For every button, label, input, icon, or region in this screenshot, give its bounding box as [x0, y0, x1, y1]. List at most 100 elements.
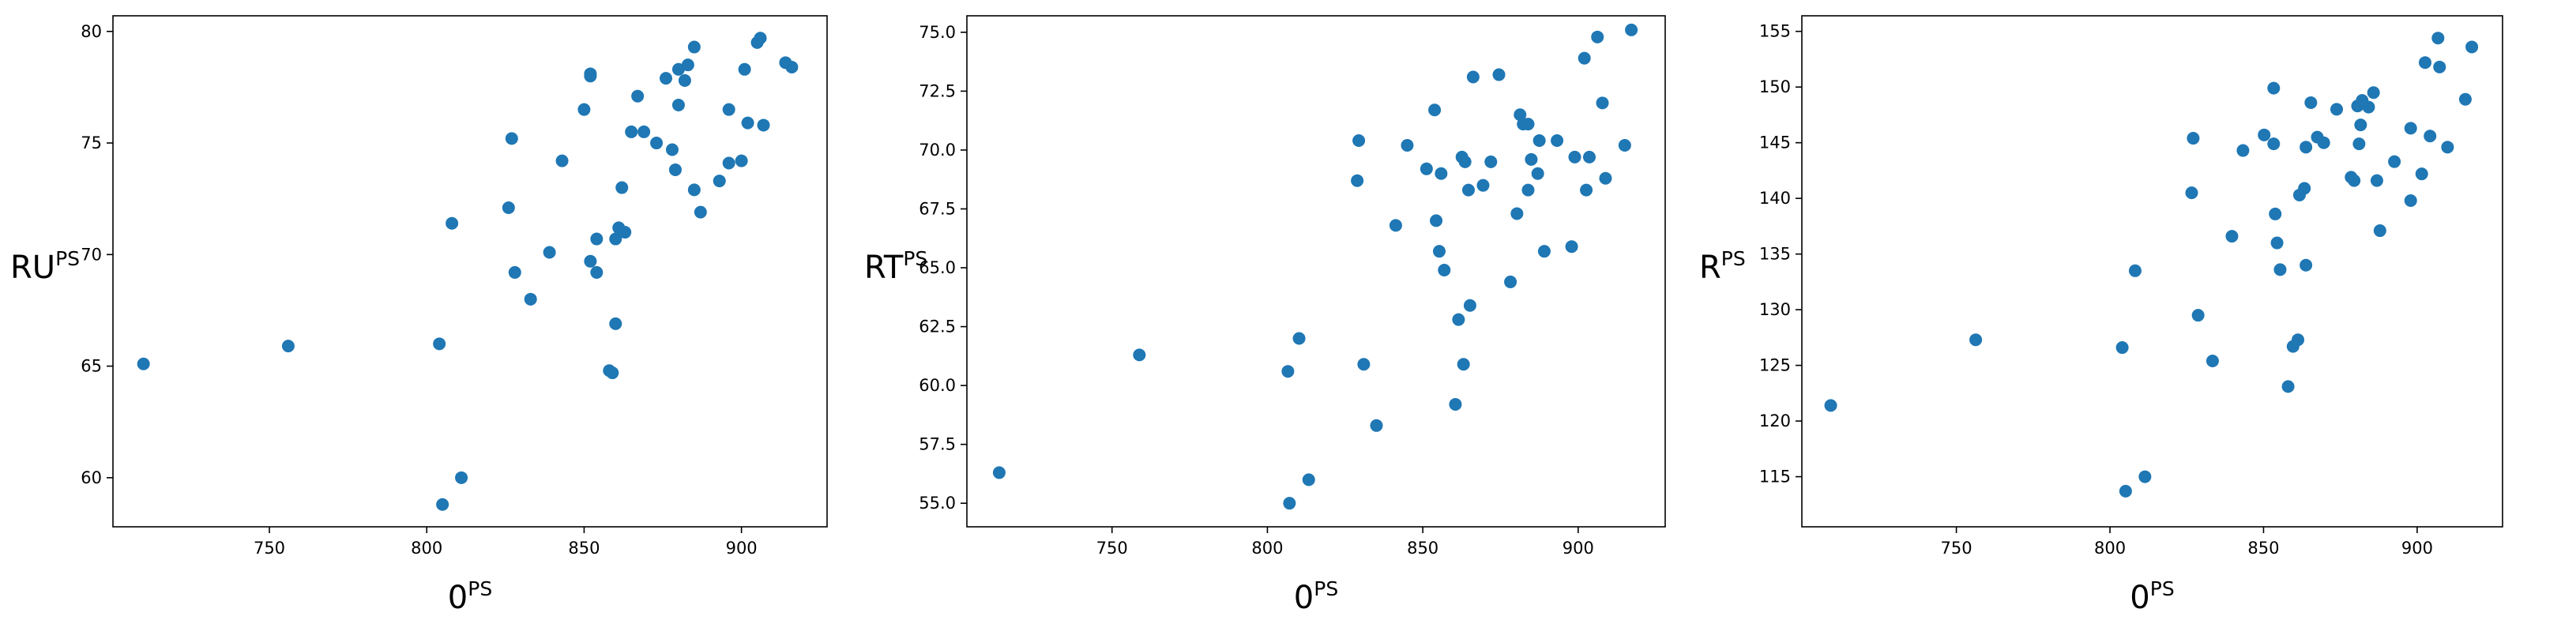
scatter-point [590, 232, 604, 246]
y-axis-label-text: RU [10, 250, 55, 286]
y-tick-label: 80 [81, 22, 102, 41]
scatter-point [584, 70, 597, 83]
scatter-point [2128, 264, 2142, 277]
scatter-point [137, 357, 150, 370]
scatter-point [631, 89, 645, 103]
x-axis-label-sup: PS [1314, 577, 1338, 600]
y-tick-label: 140 [1759, 189, 1791, 208]
scatter-point [2273, 263, 2287, 276]
y-tick-label: 72.5 [919, 81, 956, 100]
scatter-point [1389, 219, 1402, 232]
scatter-point [584, 254, 597, 268]
scatter-point [1463, 299, 1476, 312]
axes-frame [112, 15, 828, 528]
scatter-point [2206, 354, 2219, 367]
scatter-point [2119, 484, 2132, 498]
scatter-point [722, 156, 735, 170]
scatter-point [508, 265, 521, 279]
scatter-point [735, 154, 748, 167]
scatter-point [2191, 309, 2205, 322]
scatter-point [543, 246, 556, 259]
scatter-point [2304, 96, 2318, 109]
x-axis-label-sup: PS [468, 577, 492, 600]
scatter-point [2458, 92, 2472, 106]
scatter-point [722, 103, 735, 116]
y-axis-label-text: RT [864, 250, 904, 286]
scatter-point [433, 337, 446, 351]
scatter-point [1551, 134, 1564, 148]
scatter-point [2373, 224, 2386, 238]
scatter-point [1352, 134, 1366, 148]
scatter-point [2267, 137, 2281, 151]
scatter-point [678, 73, 691, 87]
scatter-point [1537, 245, 1551, 258]
scatter-point [2298, 182, 2311, 195]
scatter-point [2187, 132, 2200, 145]
scatter-point [2281, 380, 2295, 393]
y-axis-label: RUPS [10, 247, 80, 286]
scatter-point [754, 32, 767, 45]
scatter-point [1438, 264, 1451, 277]
scatter-point [2236, 144, 2250, 157]
scatter-point [2424, 130, 2437, 143]
scatter-point [1525, 152, 1538, 166]
x-axis-label: 0PS [1294, 577, 1338, 616]
scatter-point [555, 154, 569, 167]
scatter-point [2465, 40, 2479, 54]
x-axis-label-text: 0 [448, 580, 468, 616]
scatter-point [606, 366, 619, 380]
y-tick-label: 57.5 [919, 435, 956, 454]
scatter-point [2415, 167, 2428, 181]
scatter-point [2330, 103, 2344, 116]
x-tick-label: 900 [2401, 539, 2433, 558]
x-axis-label-text: 0 [2130, 580, 2149, 616]
x-tick-label: 800 [2094, 539, 2126, 558]
scatter-point [2258, 128, 2271, 141]
y-tick-label: 120 [1759, 411, 1791, 430]
scatter-point [1969, 333, 1983, 347]
scatter-point [741, 116, 754, 130]
scatter-point [1302, 473, 1315, 487]
y-axis-label-sup: PS [1721, 247, 1746, 270]
scatter-point [2431, 32, 2445, 45]
scatter-point [2317, 136, 2330, 149]
y-tick-label: 70 [81, 245, 102, 264]
y-tick-label: 135 [1759, 245, 1791, 264]
y-tick-label: 62.5 [919, 318, 956, 336]
scatter-point [757, 118, 770, 132]
scatter-point [671, 62, 685, 76]
scatter-point [2300, 258, 2313, 272]
scatter-point [1580, 183, 1593, 197]
x-axis-label-text: 0 [1294, 580, 1314, 616]
scatter-point [1599, 171, 1612, 185]
x-tick-label: 800 [1251, 539, 1283, 558]
scatter-point [524, 292, 537, 306]
y-tick-label: 75 [81, 133, 102, 152]
x-tick-label: 800 [411, 539, 442, 558]
scatter-point [1133, 348, 1146, 362]
scatter-point [785, 60, 799, 73]
y-tick-label: 55.0 [919, 494, 956, 513]
x-tick-label: 750 [1096, 539, 1128, 558]
scatter-point [1283, 497, 1296, 510]
scatter-point [436, 498, 449, 511]
scatter-point [1510, 207, 1524, 220]
y-tick-label: 60 [81, 468, 102, 487]
x-axis-label: 0PS [2130, 577, 2174, 616]
scatter-point [1430, 214, 1443, 227]
scatter-point [1596, 96, 1609, 110]
x-axis-label: 0PS [448, 577, 492, 616]
scatter-point [687, 183, 701, 197]
scatter-point [2370, 174, 2383, 187]
scatter-point [505, 132, 518, 145]
axes-frame [966, 15, 1666, 528]
scatter-point [609, 232, 622, 246]
scatter-point [2269, 207, 2282, 220]
scatter-point [1435, 167, 1448, 180]
scatter-point [615, 181, 629, 194]
scatter-point [992, 466, 1006, 479]
axes-frame [1801, 15, 2503, 528]
scatter-point [1466, 70, 1480, 84]
scatter-point [625, 125, 638, 138]
scatter-point [713, 175, 726, 188]
